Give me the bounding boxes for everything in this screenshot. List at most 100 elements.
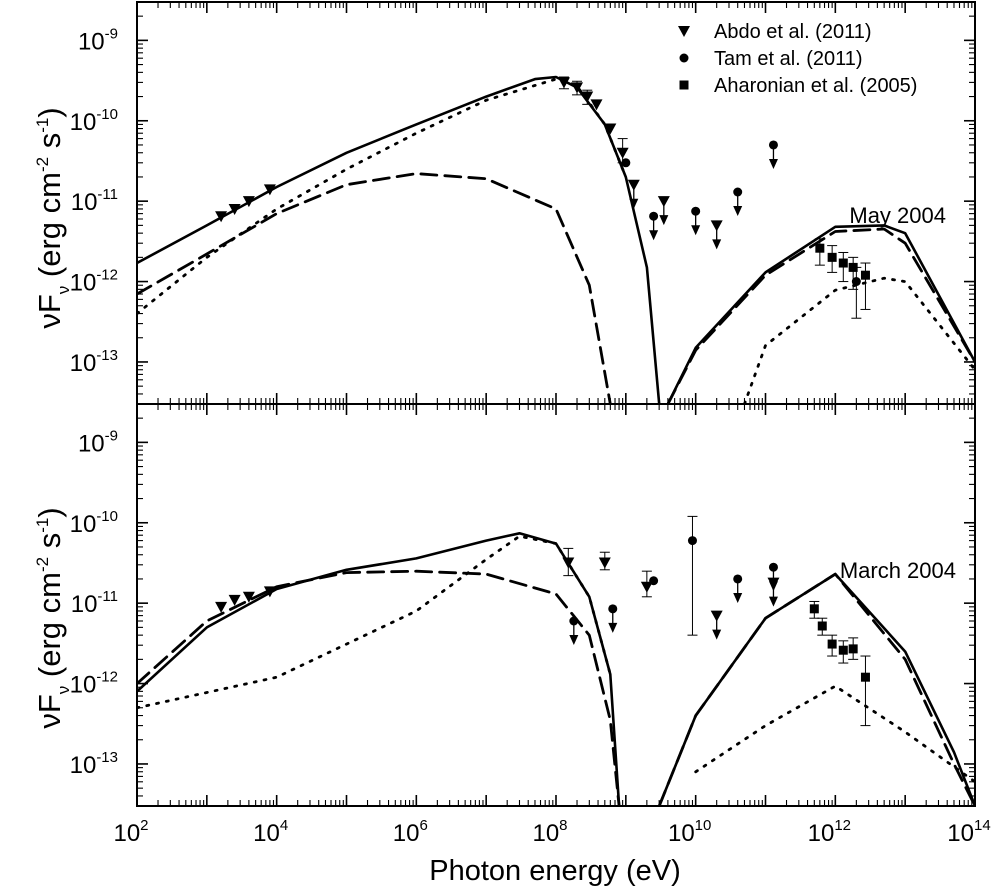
model-curve-dotted [137,77,628,316]
data-point-triangle-down [710,220,723,232]
upper-limit-arrowhead [608,622,618,633]
upper-limit-arrowhead [768,596,778,607]
y-tick-label: 10-9 [78,427,118,457]
model-curve-dotted [694,684,975,784]
upper-limit-arrowhead [659,215,669,226]
upper-limit-arrowhead [649,230,659,241]
upper-limit-arrowhead [733,592,743,603]
legend-marker-square [679,80,689,90]
model-curve-dashed [657,572,975,806]
upper-limit-arrowhead [691,225,701,236]
panel-march-2004: 10-9 10-10 10-11 10-12 10-13 102 104 106 108 1010… [70,403,991,847]
panel-annotation: March 2004 [840,558,956,583]
model-curves [137,75,975,404]
y-tick-label: 10-13 [70,749,118,779]
data-point-square [817,621,827,631]
data-point-triangle-down [571,82,584,94]
panel-annotation: May 2004 [849,203,946,228]
data-point-triangle-down [562,557,575,569]
data-point-square [809,604,819,614]
upper-limit-arrowhead [712,629,722,640]
data-point-circle [569,616,579,626]
data-points [215,76,871,319]
model-curve-dashed [666,227,975,404]
x-tick-label: 1014 [947,817,990,847]
legend-marker-circle [679,53,689,63]
data-point-triangle-down [228,594,241,606]
legend-label: Aharonian et al. (2005) [714,75,917,97]
data-point-triangle-down [710,610,723,622]
data-point-circle [851,277,861,287]
model-curve-solid [666,224,975,404]
legend-label: Abdo et al. (2011) [714,21,872,43]
y-tick-label: 10-9 [78,25,118,55]
y-ticks [137,1,975,405]
data-point-circle [768,562,778,572]
data-point-square [848,262,858,272]
data-point-triangle-down [557,77,570,89]
data-point-circle [608,604,618,614]
x-tick-label: 1012 [808,817,851,847]
y-tick-label: 10-12 [70,669,118,699]
data-point-triangle-down [228,203,241,215]
data-point-triangle-down [640,581,653,593]
upper-limit-arrowhead [768,581,778,592]
x-tick-label: 104 [253,817,288,847]
data-point-triangle-down [242,591,255,603]
y-ticks [137,403,975,807]
panel-may-2004: 10-9 10-10 10-11 10-12 10-13 May 2004 Abdo et … [70,1,976,405]
data-point-triangle-down [590,99,603,111]
data-point-triangle-down [215,211,228,223]
data-point-triangle-down [657,196,670,208]
data-point-circle [649,576,659,586]
model-curve-dashed [137,172,612,404]
data-point-square [827,639,837,649]
data-point-circle [649,211,659,221]
data-point-triangle-down [263,184,276,196]
data-point-square [815,243,825,253]
upper-limit-arrowhead [569,634,579,645]
x-tick-label: 106 [393,817,428,847]
legend: Abdo et al. (2011) Tam et al. (2011) Aharo… [678,21,917,97]
data-point-circle [733,187,743,197]
data-point-triangle-down [242,196,255,208]
y-tick-label: 10-10 [70,106,118,136]
y-tick-label: 10-13 [70,347,118,377]
upper-limit-arrowhead [629,198,639,209]
data-point-triangle-down [604,123,617,135]
data-points [215,515,871,727]
legend-marker-triangle-down [678,26,690,37]
upper-limit-arrowhead [768,158,778,169]
data-point-triangle-down [627,179,640,191]
data-point-circle [768,140,778,150]
x-tick-label: 1010 [668,817,711,847]
upper-limit-arrowhead [733,205,743,216]
data-point-triangle-down [581,91,594,103]
model-curve-solid [137,531,621,806]
data-point-square [848,644,858,654]
data-point-square [838,258,848,268]
data-point-triangle-down [263,586,276,598]
y-axis-label-top: νFν (erg cm-2 s-1) [32,107,73,328]
x-tick-label: 102 [113,817,148,847]
y-tick-label: 10-10 [70,508,118,538]
data-point-square [860,270,870,280]
model-curve-solid [137,75,661,404]
x-ticks [136,404,973,806]
x-tick-label: 108 [532,817,567,847]
model-curve-dashed [137,569,621,806]
data-point-triangle-down [616,147,629,159]
legend-label: Tam et al. (2011) [714,48,863,70]
data-point-triangle-down [598,557,611,569]
y-tick-label: 10-11 [71,588,118,618]
model-curves [137,531,975,806]
y-tick-label: 10-11 [71,186,118,216]
x-axis-label: Photon energy (eV) [429,855,680,887]
model-curve-dotted [743,276,975,404]
data-point-square [838,645,848,655]
y-tick-label: 10-12 [70,267,118,297]
data-point-circle [621,158,631,168]
y-axis-label-bottom: νFν (erg cm-2 s-1) [32,507,73,728]
model-curve-dotted [137,534,612,710]
